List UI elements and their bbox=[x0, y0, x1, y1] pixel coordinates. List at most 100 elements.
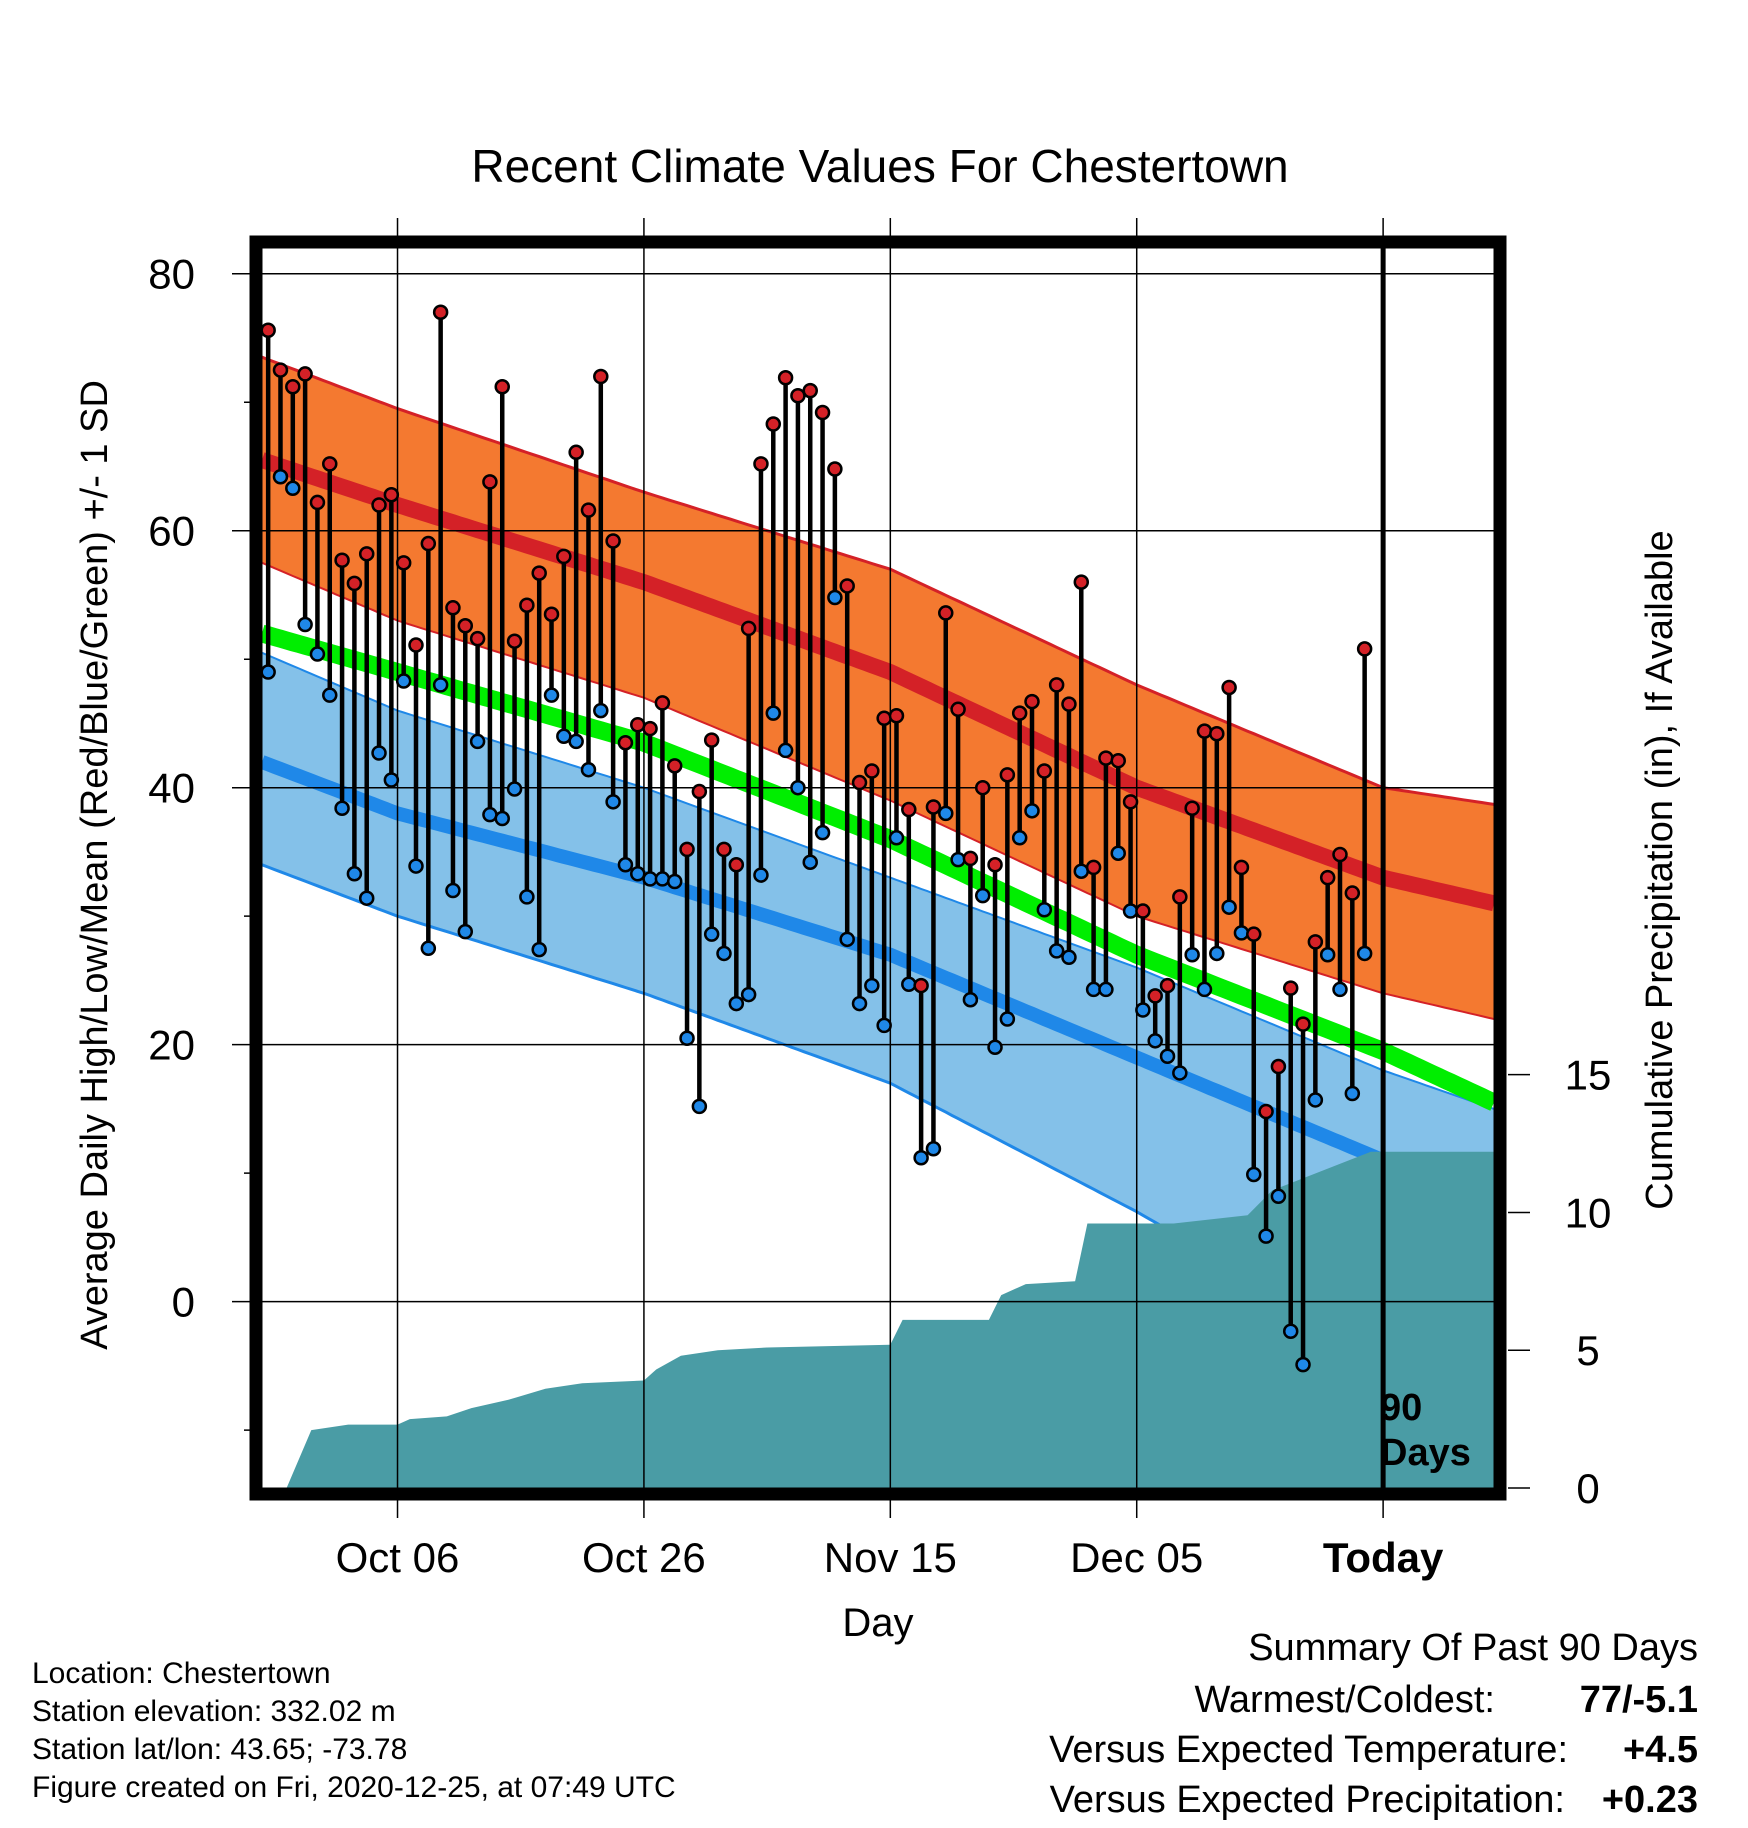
daily-high-point bbox=[420, 535, 437, 552]
x-axis-label: Day bbox=[842, 1601, 913, 1645]
daily-low-point bbox=[1344, 1085, 1361, 1102]
station-info: Location: Chestertown Station elevation:… bbox=[32, 1657, 676, 1804]
plot-frame bbox=[249, 235, 1507, 1501]
daily-high-point bbox=[1098, 750, 1114, 766]
daily-low-point bbox=[1135, 1002, 1151, 1018]
daily-low-point bbox=[1209, 945, 1225, 962]
daily-high-point bbox=[753, 456, 769, 472]
summary-title: Summary Of Past 90 Days bbox=[1248, 1627, 1698, 1669]
daily-low-point bbox=[790, 779, 806, 796]
chart-title: Recent Climate Values For Chestertown bbox=[471, 140, 1288, 192]
daily-low-point bbox=[876, 1017, 892, 1034]
daily-high-point bbox=[938, 605, 954, 621]
daily-low-point bbox=[1282, 1323, 1299, 1339]
daily-high-point bbox=[543, 606, 560, 622]
daily-low-point bbox=[691, 1098, 708, 1115]
daily-low-point bbox=[1246, 1166, 1262, 1183]
y2-tick-label: 0 bbox=[1576, 1465, 1599, 1512]
daily-high-point bbox=[1159, 977, 1176, 994]
y2-tick-label: 5 bbox=[1576, 1327, 1599, 1374]
daily-low-point bbox=[260, 664, 276, 680]
daily-low-point bbox=[1307, 1092, 1324, 1108]
daily-low-point bbox=[1098, 981, 1114, 998]
daily-low-point bbox=[666, 873, 683, 890]
x-tick-label: Dec 05 bbox=[1070, 1534, 1203, 1581]
daily-low-point bbox=[950, 851, 966, 868]
daily-low-point bbox=[654, 871, 671, 887]
daily-high-point bbox=[654, 695, 671, 711]
high-sd-band bbox=[262, 357, 1494, 1019]
daily-low-point bbox=[913, 1150, 929, 1166]
daily-high-point bbox=[1024, 693, 1040, 710]
daily-low-point bbox=[371, 745, 387, 761]
daily-low-point bbox=[851, 995, 868, 1012]
low-sd-band bbox=[262, 652, 1494, 1379]
daily-low-point bbox=[1073, 863, 1090, 879]
y-tick-label: 60 bbox=[148, 508, 195, 555]
daily-low-point bbox=[580, 761, 597, 778]
daily-high-point bbox=[383, 486, 400, 503]
daily-low-point bbox=[1048, 943, 1065, 959]
daily-low-point bbox=[543, 687, 560, 703]
y-axis-label: Average Daily High/Low/Mean (Red/Blue/Gr… bbox=[74, 380, 116, 1350]
daily-high-point bbox=[1332, 846, 1348, 863]
daily-low-point bbox=[605, 794, 621, 810]
daily-high-point bbox=[1036, 763, 1053, 779]
daily-high-point bbox=[630, 716, 646, 733]
daily-low-point bbox=[642, 871, 658, 887]
daily-low-point bbox=[1036, 902, 1053, 918]
y2-tick-label: 10 bbox=[1565, 1189, 1612, 1236]
daily-high-point bbox=[740, 620, 757, 637]
daily-low-point bbox=[617, 857, 634, 873]
daily-high-point bbox=[395, 555, 412, 571]
daily-low-point bbox=[519, 889, 535, 905]
today-label-line2: Days bbox=[1380, 1432, 1471, 1474]
daily-high-point bbox=[1282, 980, 1299, 996]
daily-high-point bbox=[605, 533, 621, 549]
daily-high-point bbox=[1356, 641, 1373, 657]
daily-low-point bbox=[1319, 946, 1336, 963]
daily-high-point bbox=[716, 841, 732, 858]
daily-low-point bbox=[593, 702, 609, 719]
daily-low-point bbox=[1221, 899, 1237, 915]
summary-precip-value: +0.23 bbox=[1602, 1779, 1698, 1821]
daily-low-point bbox=[765, 705, 782, 721]
daily-high-point bbox=[876, 710, 892, 727]
daily-low-point bbox=[383, 772, 400, 788]
daily-high-point bbox=[642, 720, 658, 737]
daily-low-point bbox=[1295, 1356, 1311, 1373]
daily-high-point bbox=[556, 548, 572, 565]
daily-high-point bbox=[827, 461, 843, 477]
daily-low-point bbox=[469, 733, 486, 750]
daily-high-point bbox=[679, 841, 695, 858]
daily-high-point bbox=[371, 497, 387, 513]
daily-high-point bbox=[432, 304, 449, 320]
daily-high-point bbox=[1147, 988, 1163, 1004]
daily-low-point bbox=[802, 854, 818, 870]
daily-low-point bbox=[531, 941, 547, 958]
info-latlon: Station lat/lon: 43.65; -73.78 bbox=[32, 1733, 407, 1766]
daily-high-point bbox=[1319, 869, 1336, 886]
daily-low-point bbox=[346, 866, 363, 882]
daily-low-point bbox=[728, 995, 745, 1012]
daily-low-point bbox=[457, 923, 474, 940]
daily-low-point bbox=[1196, 981, 1213, 998]
daily-high-point bbox=[469, 630, 486, 647]
daily-low-point bbox=[432, 677, 449, 693]
daily-low-point bbox=[1332, 981, 1348, 998]
daily-high-point bbox=[297, 366, 313, 382]
daily-low-point bbox=[309, 646, 326, 662]
today-label-line1: 90 bbox=[1380, 1387, 1422, 1429]
daily-high-point bbox=[1122, 794, 1139, 810]
daily-high-point bbox=[987, 857, 1003, 873]
daily-high-point bbox=[765, 416, 782, 432]
daily-low-point bbox=[1258, 1228, 1274, 1244]
daily-low-point bbox=[506, 781, 523, 797]
daily-high-point bbox=[666, 758, 683, 774]
daily-high-point bbox=[334, 552, 350, 568]
daily-high-point bbox=[1344, 885, 1361, 901]
daily-low-point bbox=[1085, 981, 1102, 998]
daily-high-point bbox=[1196, 723, 1213, 739]
x-tick-label: Oct 06 bbox=[336, 1534, 460, 1581]
y-tick-label: 40 bbox=[148, 765, 195, 812]
